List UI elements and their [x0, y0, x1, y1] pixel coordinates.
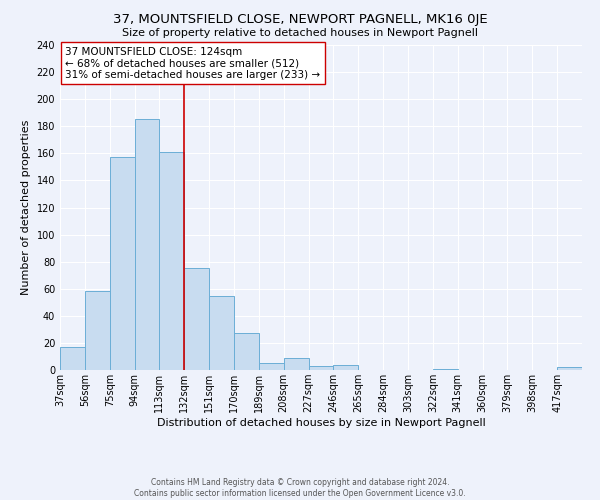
- Bar: [60, 347, 85, 370]
- Bar: [110, 158, 134, 370]
- Text: Contains HM Land Registry data © Crown copyright and database right 2024.
Contai: Contains HM Land Registry data © Crown c…: [134, 478, 466, 498]
- Text: 37 MOUNTSFIELD CLOSE: 124sqm
← 68% of detached houses are smaller (512)
31% of s: 37 MOUNTSFIELD CLOSE: 124sqm ← 68% of de…: [65, 46, 320, 80]
- X-axis label: Distribution of detached houses by size in Newport Pagnell: Distribution of detached houses by size …: [157, 418, 485, 428]
- Bar: [209, 296, 234, 370]
- Bar: [234, 334, 259, 370]
- Bar: [259, 363, 284, 370]
- Bar: [284, 358, 308, 370]
- Bar: [160, 152, 184, 370]
- Text: Size of property relative to detached houses in Newport Pagnell: Size of property relative to detached ho…: [122, 28, 478, 38]
- Text: 37, MOUNTSFIELD CLOSE, NEWPORT PAGNELL, MK16 0JE: 37, MOUNTSFIELD CLOSE, NEWPORT PAGNELL, …: [113, 12, 487, 26]
- Bar: [308, 366, 334, 370]
- Bar: [85, 292, 110, 370]
- Bar: [433, 368, 458, 370]
- Bar: [184, 268, 209, 370]
- Y-axis label: Number of detached properties: Number of detached properties: [21, 120, 31, 295]
- Bar: [134, 120, 160, 370]
- Bar: [557, 368, 582, 370]
- Bar: [334, 364, 358, 370]
